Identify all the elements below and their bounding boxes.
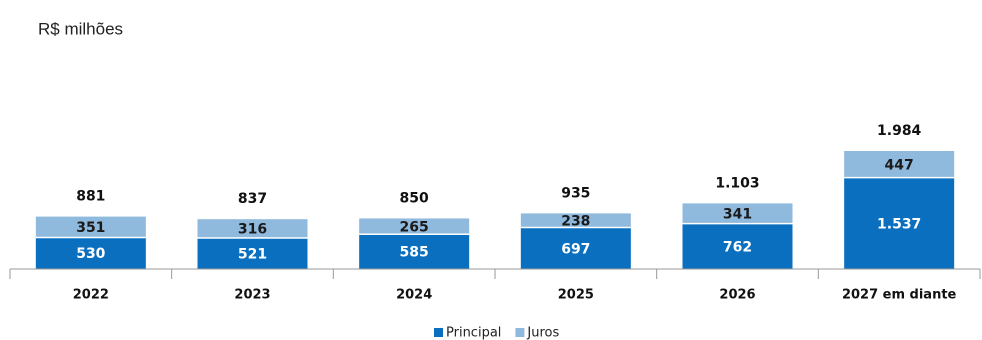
bar-segment	[197, 238, 308, 269]
x-tick-label: 2024	[396, 288, 432, 303]
bar-segment	[35, 237, 146, 269]
value-label: 585	[400, 245, 429, 261]
value-label: 521	[238, 247, 267, 263]
total-label: 837	[238, 191, 267, 207]
bar-segment	[682, 223, 793, 269]
value-label: 447	[885, 157, 914, 173]
value-label: 238	[561, 213, 590, 229]
x-tick-label: 2022	[73, 288, 109, 303]
value-label: 316	[238, 222, 267, 238]
total-label: 1.103	[715, 175, 759, 191]
bar-segment	[520, 227, 631, 269]
bar-segment	[682, 203, 793, 224]
bar-segment	[844, 151, 955, 178]
x-tick-label: 2023	[234, 288, 270, 303]
value-label: 341	[723, 207, 752, 223]
value-label: 530	[76, 246, 105, 262]
x-tick-label: 2027 em diante	[842, 288, 957, 303]
chart-title: R$ milhões	[38, 19, 123, 38]
value-label: 351	[76, 220, 105, 236]
bar-segment	[35, 216, 146, 238]
bar-segment	[359, 234, 470, 269]
total-label: 881	[76, 189, 105, 205]
legend-label: Principal	[446, 326, 501, 340]
bar-segment	[359, 218, 470, 235]
bar-segment	[844, 177, 955, 269]
legend-label: Juros	[526, 326, 559, 340]
value-label: 762	[723, 239, 752, 255]
total-label: 850	[400, 190, 429, 206]
x-tick-label: 2026	[719, 288, 755, 303]
value-label: 697	[561, 241, 590, 257]
x-tick-label: 2025	[558, 288, 594, 303]
total-label: 935	[561, 185, 590, 201]
bar-segment	[197, 219, 308, 239]
value-label: 265	[400, 219, 429, 235]
bar-segment	[520, 213, 631, 228]
total-label: 1.984	[877, 123, 922, 139]
legend-swatch	[515, 328, 525, 337]
value-label: 1.537	[877, 216, 921, 232]
legend-swatch	[434, 328, 443, 337]
